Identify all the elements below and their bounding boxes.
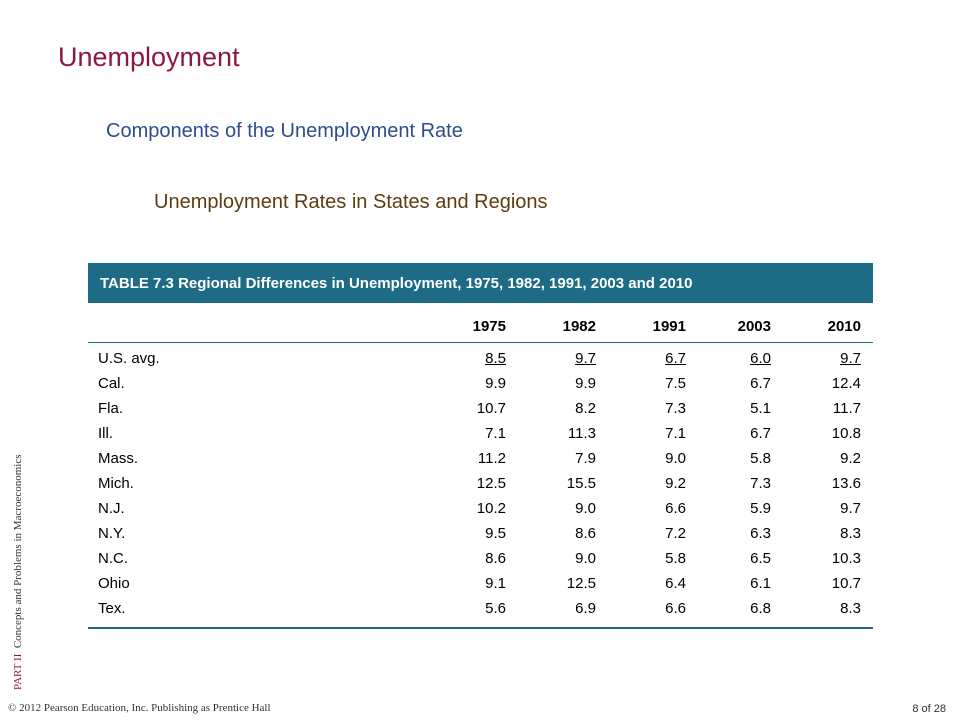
rate-cell: 8.2	[575, 400, 596, 417]
table-header-row: 1975 1982 1991 2003 2010	[88, 303, 873, 343]
column-header: 2010	[771, 303, 873, 343]
rate-cell: 11.2	[477, 450, 506, 467]
rate-cell: 5.8	[750, 450, 771, 467]
rate-cell: 6.9	[575, 600, 596, 617]
column-header: 1982	[506, 303, 596, 343]
rate-cell: 9.7	[840, 350, 861, 367]
rate-cell: 9.0	[665, 450, 686, 467]
table-row: Mass. 11.2 7.9 9.0 5.8 9.2	[88, 446, 873, 471]
region-cell: Mich.	[98, 475, 134, 492]
rate-cell: 6.3	[750, 525, 771, 542]
rate-cell: 7.3	[665, 400, 686, 417]
rate-cell: 5.8	[665, 550, 686, 567]
rate-cell: 9.5	[485, 525, 506, 542]
table-bottom-rule	[88, 627, 873, 629]
rate-cell: 6.6	[665, 600, 686, 617]
table-row: Fla. 10.7 8.2 7.3 5.1 11.7	[88, 396, 873, 421]
rate-cell: 6.0	[750, 350, 771, 367]
slide-subtitle: Components of the Unemployment Rate	[106, 120, 463, 142]
region-cell: N.J.	[98, 500, 125, 517]
rate-cell: 9.1	[485, 575, 506, 592]
page-number: 8 of 28	[912, 703, 946, 715]
part-label: PART II	[12, 653, 24, 690]
table-row: N.J. 10.2 9.0 6.6 5.9 9.7	[88, 496, 873, 521]
table-row: Mich. 12.5 15.5 9.2 7.3 13.6	[88, 471, 873, 496]
slide-subsubtitle: Unemployment Rates in States and Regions	[154, 191, 548, 213]
rate-cell: 6.8	[750, 600, 771, 617]
region-cell: U.S. avg.	[98, 350, 160, 367]
table-row: Ill. 7.1 11.3 7.1 6.7 10.8	[88, 421, 873, 446]
book-title: Concepts and Problems in Macroeconomics	[12, 454, 24, 649]
copyright-notice: © 2012 Pearson Education, Inc. Publishin…	[8, 702, 271, 714]
rate-cell: 9.7	[840, 500, 861, 517]
region-cell: N.Y.	[98, 525, 126, 542]
rate-cell: 9.7	[575, 350, 596, 367]
rate-cell: 11.7	[832, 400, 861, 417]
rate-cell: 6.7	[665, 350, 686, 367]
rate-cell: 6.5	[750, 550, 771, 567]
region-cell: Tex.	[98, 600, 126, 617]
rate-cell: 8.6	[485, 550, 506, 567]
rate-cell: 7.2	[665, 525, 686, 542]
rate-cell: 9.2	[840, 450, 861, 467]
rate-cell: 12.4	[831, 375, 861, 392]
regional-unemployment-table: TABLE 7.3 Regional Differences in Unempl…	[88, 263, 873, 629]
rate-cell: 10.7	[831, 575, 861, 592]
rate-cell: 9.9	[575, 375, 596, 392]
rate-cell: 6.1	[750, 575, 771, 592]
rate-cell: 7.1	[485, 425, 506, 442]
rate-cell: 6.7	[750, 375, 771, 392]
rate-cell: 10.8	[831, 425, 861, 442]
rate-cell: 8.3	[840, 525, 861, 542]
rate-cell: 12.5	[476, 475, 506, 492]
rate-cell: 11.3	[567, 425, 596, 442]
rate-cell: 6.7	[750, 425, 771, 442]
rate-cell: 9.0	[575, 550, 596, 567]
table-caption: TABLE 7.3 Regional Differences in Unempl…	[88, 263, 873, 303]
rate-cell: 12.5	[566, 575, 596, 592]
table-row: Tex. 5.6 6.9 6.6 6.8 8.3	[88, 596, 873, 627]
rate-cell: 5.6	[485, 600, 506, 617]
rate-cell: 5.1	[750, 400, 771, 417]
rate-cell: 5.9	[750, 500, 771, 517]
rate-cell: 6.6	[665, 500, 686, 517]
rate-cell: 10.7	[476, 400, 506, 417]
column-header: 1991	[596, 303, 686, 343]
rate-cell: 10.3	[831, 550, 861, 567]
region-cell: Mass.	[98, 450, 139, 467]
table-body: U.S. avg. 8.5 9.7 6.7 6.0 9.7 Cal. 9.9 9.9 7.5 6.7…	[88, 343, 873, 628]
column-header	[88, 303, 421, 343]
rate-cell: 7.5	[665, 375, 686, 392]
data-table: 1975 1982 1991 2003 2010 U.S. avg. 8.5 9.7…	[88, 303, 873, 627]
rate-cell: 7.1	[665, 425, 686, 442]
table-row: Ohio 9.1 12.5 6.4 6.1 10.7	[88, 571, 873, 596]
rate-cell: 7.3	[750, 475, 771, 492]
rate-cell: 9.0	[575, 500, 596, 517]
rate-cell: 8.3	[840, 600, 861, 617]
slide-title: Unemployment	[58, 42, 240, 72]
table-row: N.Y. 9.5 8.6 7.2 6.3 8.3	[88, 521, 873, 546]
region-cell: Ill.	[98, 425, 113, 442]
table-row: N.C. 8.6 9.0 5.8 6.5 10.3	[88, 546, 873, 571]
rate-cell: 10.2	[476, 500, 506, 517]
rate-cell: 8.6	[575, 525, 596, 542]
table-row: Cal. 9.9 9.9 7.5 6.7 12.4	[88, 371, 873, 396]
book-part-label: PART II Concepts and Problems in Macroec…	[12, 454, 24, 690]
rate-cell: 13.6	[831, 475, 861, 492]
region-cell: Fla.	[98, 400, 124, 417]
table-row: U.S. avg. 8.5 9.7 6.7 6.0 9.7	[88, 343, 873, 372]
rate-cell: 9.2	[665, 475, 686, 492]
region-cell: Ohio	[98, 575, 130, 592]
region-cell: N.C.	[98, 550, 128, 567]
rate-cell: 6.4	[665, 575, 686, 592]
rate-cell: 15.5	[566, 475, 596, 492]
rate-cell: 9.9	[485, 375, 506, 392]
column-header: 2003	[686, 303, 771, 343]
rate-cell: 7.9	[575, 450, 596, 467]
region-cell: Cal.	[98, 375, 125, 392]
column-header: 1975	[421, 303, 506, 343]
rate-cell: 8.5	[485, 350, 506, 367]
